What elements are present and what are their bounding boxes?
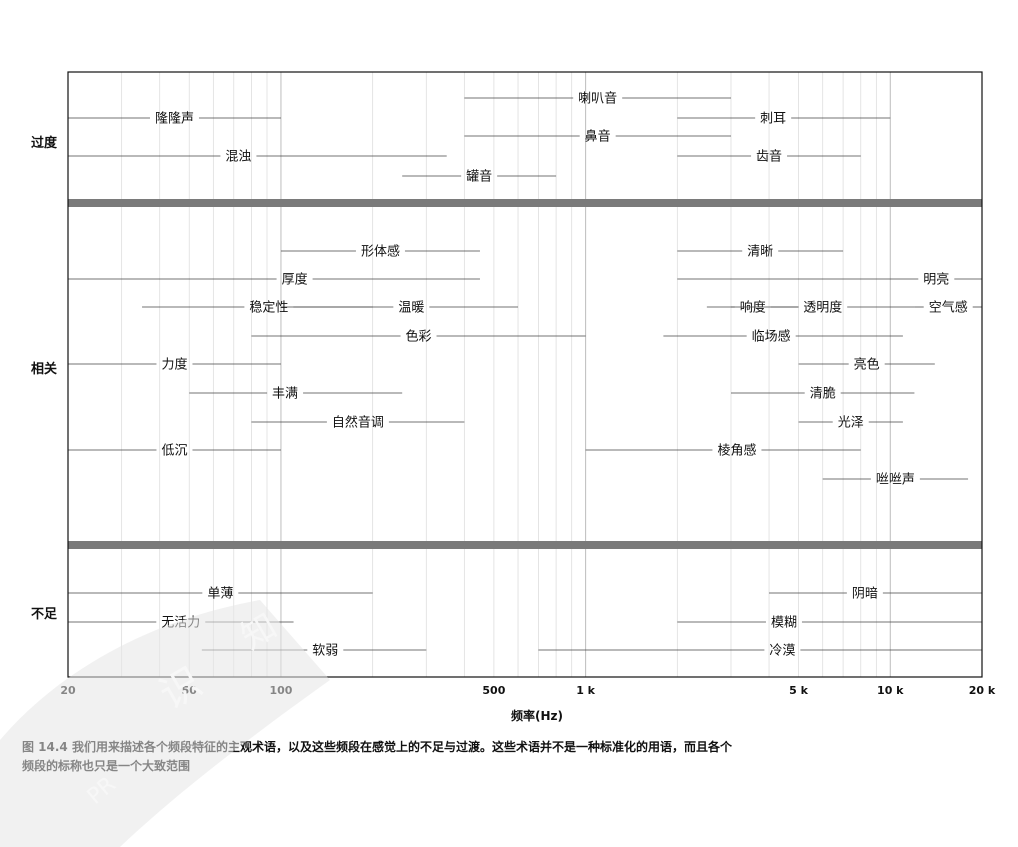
term-label: 罐音 [466, 169, 492, 185]
term-range: 色彩 [251, 329, 586, 345]
gridlines [67, 72, 983, 677]
term-range: 清晰 [677, 245, 844, 260]
figure-caption: 图 14.4 我们用来描述各个频段特征的主观术语，以及这些频段在感觉上的不足与过… [22, 738, 992, 776]
term-label: 单薄 [207, 587, 233, 602]
term-label: 稳定性 [249, 300, 288, 316]
term-label: 清晰 [747, 245, 773, 260]
term-range: 光泽 [798, 416, 903, 431]
x-tick-label: 500 [482, 684, 505, 697]
term-range: 厚度 [68, 272, 480, 288]
group-separator [68, 541, 982, 549]
term-label: 棱角感 [717, 443, 756, 459]
term-label: 冷漠 [769, 644, 795, 659]
term-range: 阴暗 [769, 587, 982, 602]
term-range: 喇叭音 [464, 91, 731, 107]
term-label: 低沉 [161, 444, 187, 459]
term-range: 响度 [706, 300, 799, 316]
term-range: 鼻音 [464, 129, 731, 145]
term-label: 临场感 [752, 329, 791, 345]
term-label: 刺耳 [760, 112, 786, 127]
term-label: 清脆 [810, 386, 836, 402]
term-label: 空气感 [929, 300, 968, 316]
term-label: 齿音 [756, 149, 782, 165]
term-range: 亮色 [798, 357, 935, 373]
term-range: 自然音调 [251, 415, 465, 431]
term-label: 阴暗 [852, 587, 878, 602]
caption-line-1: 图 14.4 我们用来描述各个频段特征的主观术语，以及这些频段在感觉上的不足与过… [22, 740, 732, 754]
term-range: 空气感 [914, 300, 982, 316]
term-label: 厚度 [282, 272, 308, 288]
group-label: 不足 [31, 607, 58, 622]
group-label: 过度 [31, 135, 58, 151]
term-range: 透明度 [730, 300, 915, 316]
term-label: 自然音调 [332, 415, 384, 431]
term-label: 温暖 [398, 301, 424, 316]
term-label: 色彩 [406, 329, 432, 345]
x-tick-label: 20 [60, 684, 76, 697]
term-range: 刺耳 [677, 112, 891, 127]
term-range: 罐音 [402, 169, 557, 185]
term-label: 模糊 [771, 615, 797, 631]
term-label: 形体感 [361, 244, 400, 260]
group-separator [68, 199, 982, 207]
term-label: 响度 [740, 300, 766, 316]
term-label: 喇叭音 [578, 91, 617, 107]
term-label: 力度 [161, 357, 187, 373]
term-label: 软弱 [312, 644, 338, 659]
term-range: 咝咝声 [822, 473, 969, 488]
term-range: 清脆 [730, 386, 915, 402]
term-range: 明亮 [677, 272, 982, 288]
term-label: 鼻音 [585, 129, 611, 145]
x-tick-label: 5 k [789, 684, 808, 697]
term-label: 混浊 [225, 150, 251, 165]
group-label: 相关 [31, 361, 57, 377]
term-range: 齿音 [677, 149, 861, 165]
term-range: 丰满 [189, 387, 403, 402]
term-range: 低沉 [68, 444, 281, 459]
term-label: 无活力 [161, 616, 200, 631]
term-label: 丰满 [272, 387, 298, 402]
term-label: 光泽 [838, 416, 864, 431]
term-label: 隆隆声 [155, 112, 194, 127]
term-range: 稳定性 [142, 300, 373, 316]
term-range: 模糊 [677, 615, 982, 631]
term-range: 无活力 [68, 616, 294, 631]
term-label: 亮色 [854, 357, 880, 373]
x-tick-label: 100 [269, 684, 292, 697]
x-tick-label: 20 k [969, 684, 996, 697]
x-tick-labels: 20 50 100 500 1 k 5 k 10 k 20 k [60, 684, 996, 697]
x-axis-label: 频率(Hz) [511, 708, 563, 723]
term-label: 明亮 [923, 272, 949, 288]
term-range: 形体感 [280, 244, 480, 260]
x-tick-label: 10 k [877, 684, 904, 697]
term-range: 温暖 [280, 301, 519, 316]
term-range: 冷漠 [538, 644, 982, 659]
x-tick-label: 1 k [576, 684, 595, 697]
term-range: 隆隆声 [68, 112, 281, 127]
plot-frame [67, 71, 983, 678]
term-range: 力度 [68, 357, 281, 373]
term-label: 咝咝声 [876, 473, 915, 488]
caption-line-2: 频段的标称也只是一个大致范围 [22, 759, 191, 773]
term-range: 混浊 [68, 150, 447, 165]
term-range: 临场感 [663, 329, 903, 345]
term-range: 棱角感 [585, 443, 861, 459]
term-range: 单薄 [68, 587, 373, 602]
term-range: 软弱 [201, 644, 427, 659]
term-label: 透明度 [803, 300, 842, 316]
group-separators [68, 199, 982, 549]
x-tick-label: 50 [182, 684, 198, 697]
